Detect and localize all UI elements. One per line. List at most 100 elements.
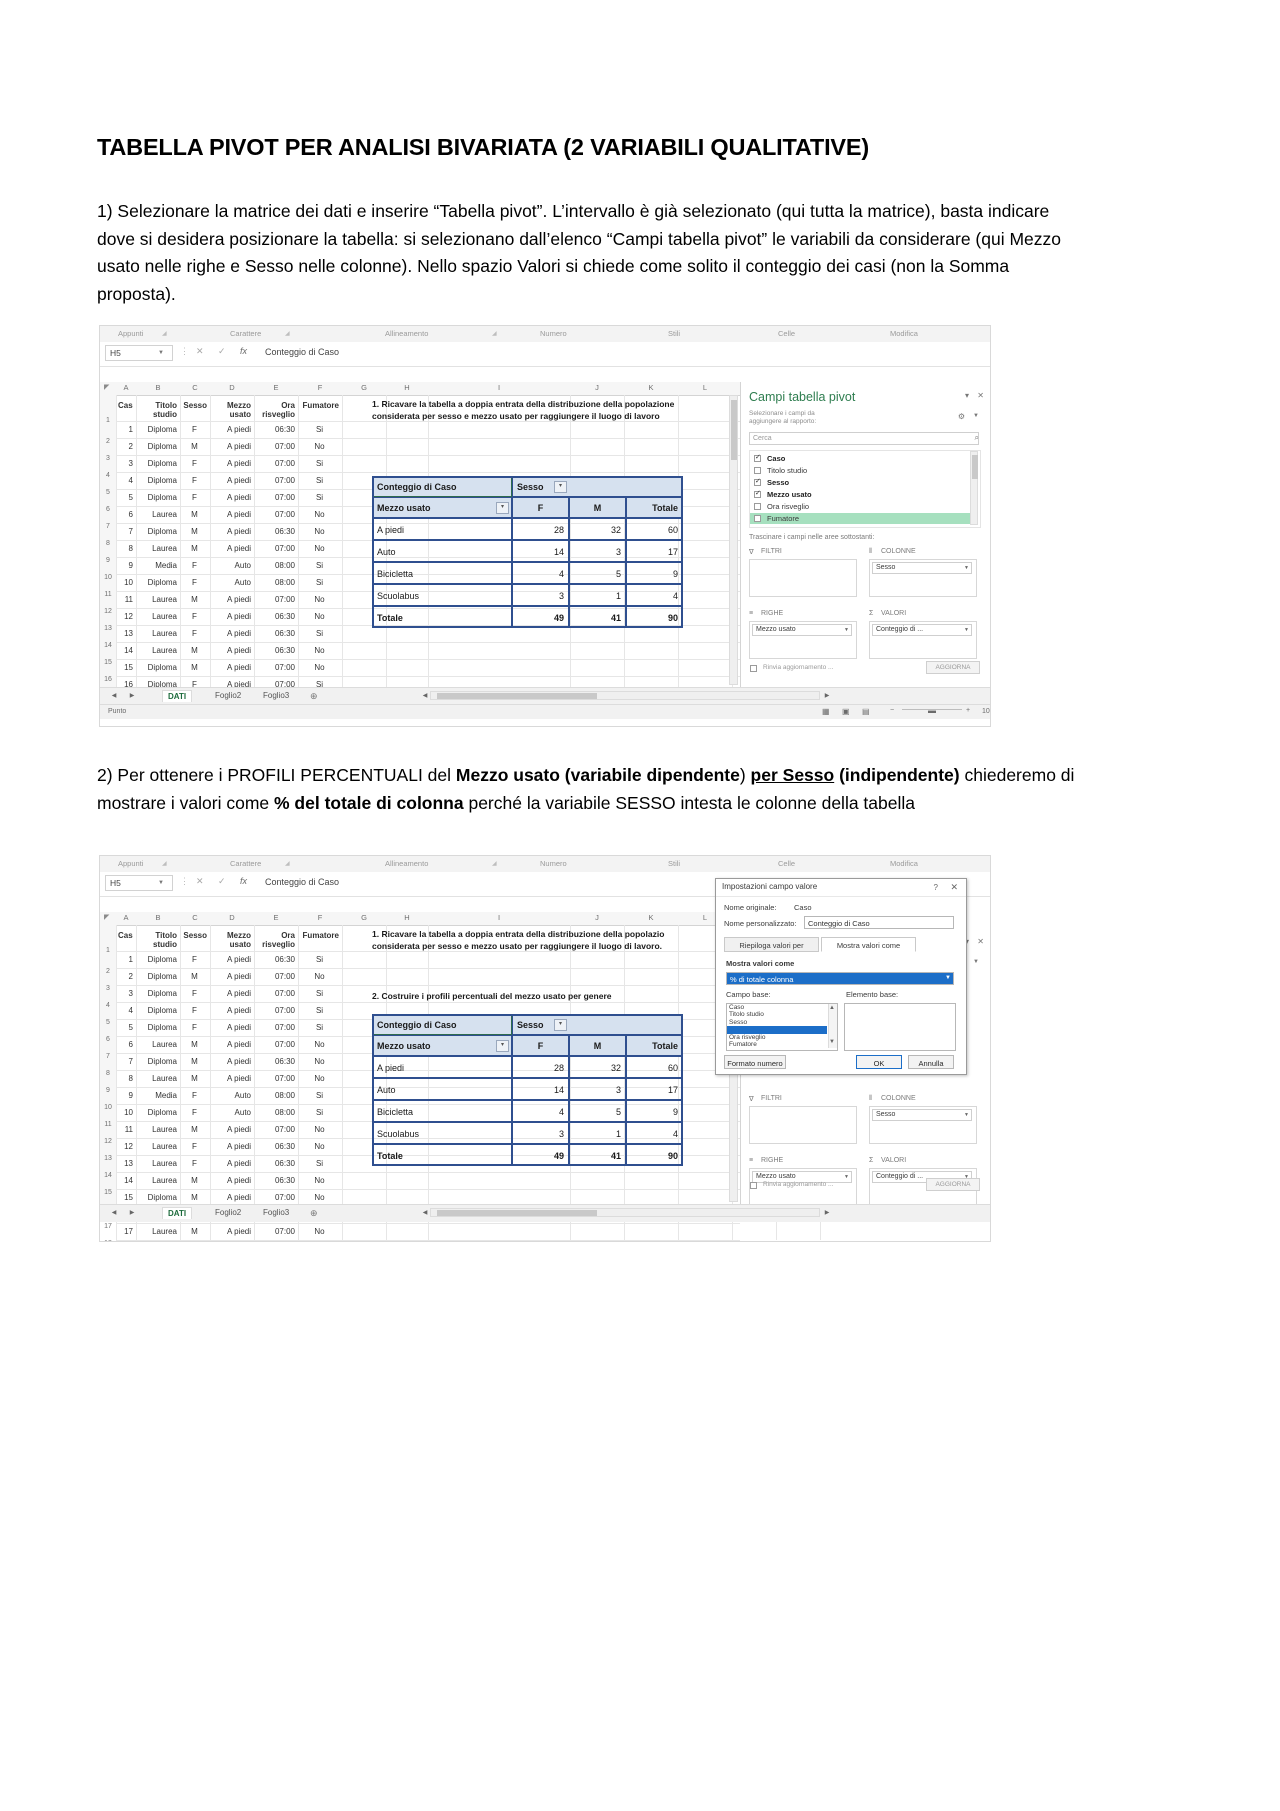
cell[interactable]: M (191, 972, 198, 981)
area-field-tag-righe[interactable]: Mezzo usato ▼ (752, 624, 852, 636)
close-icon[interactable]: ✕ (977, 391, 984, 400)
cell[interactable]: 06:30 (274, 1159, 295, 1168)
cell[interactable]: A piedi (226, 1023, 251, 1032)
cell[interactable]: 07:00 (274, 595, 295, 604)
cell[interactable]: F (192, 1023, 197, 1032)
pivot-value-cell[interactable]: 14 (512, 540, 569, 562)
cell[interactable]: F (192, 1006, 197, 1015)
cell[interactable]: Laurea (152, 1074, 177, 1083)
cell[interactable]: 6 (128, 1040, 133, 1049)
chevron-down-icon[interactable]: ▼ (973, 413, 979, 419)
dialog-launcher-icon[interactable]: ◢ (492, 861, 497, 867)
column-header-h[interactable]: H (404, 383, 410, 392)
cell[interactable]: No (314, 1125, 325, 1134)
cell[interactable]: A piedi (226, 955, 251, 964)
column-header-a[interactable]: A (123, 913, 129, 922)
row-header-12[interactable]: 12 (104, 1138, 112, 1145)
cell[interactable]: Diploma (147, 459, 177, 468)
cell[interactable]: A piedi (226, 425, 251, 434)
cell[interactable]: 07:00 (274, 1125, 295, 1134)
cell[interactable]: Diploma (147, 476, 177, 485)
insert-function-icon[interactable]: fx (240, 346, 248, 356)
base-field-item-titolo-studio[interactable]: Titolo studio (729, 1011, 764, 1019)
column-header-l[interactable]: L (702, 383, 708, 392)
field-checkbox-sesso[interactable] (754, 477, 761, 486)
zoom-slider-handle[interactable]: ▬ (928, 706, 936, 715)
cell[interactable]: 11 (124, 595, 133, 604)
cell[interactable]: No (314, 1074, 325, 1083)
cell[interactable]: Caso (118, 931, 133, 940)
row-header-7[interactable]: 7 (106, 1053, 110, 1060)
cell[interactable]: A piedi (226, 1125, 251, 1134)
cell[interactable]: No (314, 544, 325, 553)
cell[interactable]: Diploma (147, 1108, 177, 1117)
cell[interactable]: 07:00 (274, 442, 295, 451)
cell[interactable]: F (192, 955, 197, 964)
dialog-launcher-icon[interactable]: ◢ (162, 331, 167, 337)
cell[interactable]: 14 (124, 1176, 133, 1185)
pivot-value-cell[interactable]: 5 (569, 562, 626, 584)
field-label-mezzo-usato[interactable]: Mezzo usato (767, 490, 812, 499)
cell[interactable]: 08:00 (274, 1091, 295, 1100)
base-field-item-sesso[interactable]: Sesso (729, 1018, 748, 1026)
pivot-row-filter-button[interactable]: ▾ (496, 1040, 509, 1052)
cell[interactable]: 1 (128, 425, 133, 434)
cell[interactable]: Diploma (147, 1023, 177, 1032)
pivot-value-cell[interactable]: 28 (512, 1056, 569, 1078)
cell[interactable]: F (192, 989, 197, 998)
cell[interactable]: Sesso (183, 931, 207, 940)
cell[interactable]: Si (315, 1091, 324, 1100)
number-format-button[interactable]: Formato numero (724, 1055, 786, 1069)
cell[interactable]: Si (315, 459, 324, 468)
add-sheet-icon[interactable]: ⊕ (310, 691, 318, 701)
row-header-6[interactable]: 6 (106, 1036, 110, 1043)
cell[interactable]: F (192, 612, 197, 621)
field-search-input[interactable]: Cerca (749, 432, 979, 445)
cell[interactable]: Si (315, 989, 324, 998)
row-header-9[interactable]: 9 (106, 1087, 110, 1094)
cell[interactable]: Ora risveglio (262, 931, 295, 949)
cell[interactable]: F (192, 1091, 197, 1100)
field-list-scrollbar[interactable] (970, 451, 978, 525)
name-box-chevron-icon[interactable]: ▼ (158, 350, 164, 356)
row-header-8[interactable]: 8 (106, 540, 110, 547)
area-field-tag-colonne[interactable]: Sesso ▼ (872, 1109, 972, 1121)
cell[interactable]: M (191, 1193, 198, 1202)
next-sheet-icon[interactable]: ▶ (129, 693, 135, 699)
row-header-17[interactable]: 17 (104, 1223, 112, 1230)
cell[interactable]: Si (315, 1006, 324, 1015)
pivot-total-value[interactable]: 41 (569, 606, 626, 628)
cell[interactable]: No (314, 1040, 325, 1049)
row-header-9[interactable]: 9 (106, 557, 110, 564)
cell[interactable]: Diploma (147, 1057, 177, 1066)
pivot-row-label[interactable]: A piedi (372, 1056, 512, 1078)
cell[interactable]: Laurea (152, 595, 177, 604)
cell[interactable]: 3 (128, 459, 133, 468)
cell[interactable]: F (192, 459, 197, 468)
row-header-4[interactable]: 4 (106, 1002, 110, 1009)
cell[interactable]: 14 (124, 646, 133, 655)
row-header-14[interactable]: 14 (104, 642, 112, 649)
cell[interactable]: A piedi (226, 1057, 251, 1066)
pivot-value-cell[interactable]: 28 (512, 518, 569, 540)
cell[interactable]: 10 (124, 578, 133, 587)
chevron-down-icon[interactable]: ▼ (973, 959, 979, 965)
dialog-launcher-icon[interactable]: ◢ (285, 331, 290, 337)
row-header-16[interactable]: 16 (104, 676, 112, 683)
cell[interactable]: 07:00 (274, 493, 295, 502)
row-header-12[interactable]: 12 (104, 608, 112, 615)
cell[interactable]: Caso (118, 401, 133, 410)
cell[interactable]: F (192, 1108, 197, 1117)
cell[interactable]: Si (315, 680, 324, 689)
cell[interactable]: 1 (128, 955, 133, 964)
cell[interactable]: A piedi (226, 1159, 251, 1168)
cell[interactable]: 10 (124, 1108, 133, 1117)
cell[interactable]: No (314, 527, 325, 536)
chevron-down-icon[interactable]: ▼ (964, 1174, 969, 1180)
show-values-combo[interactable]: % di totale colonna ▼ (726, 972, 954, 985)
row-header-2[interactable]: 2 (106, 968, 110, 975)
base-item-list[interactable] (844, 1003, 956, 1051)
column-header-k[interactable]: K (648, 383, 654, 392)
pivot-column-filter-button[interactable]: ▾ (554, 481, 567, 493)
cell[interactable]: Laurea (152, 510, 177, 519)
